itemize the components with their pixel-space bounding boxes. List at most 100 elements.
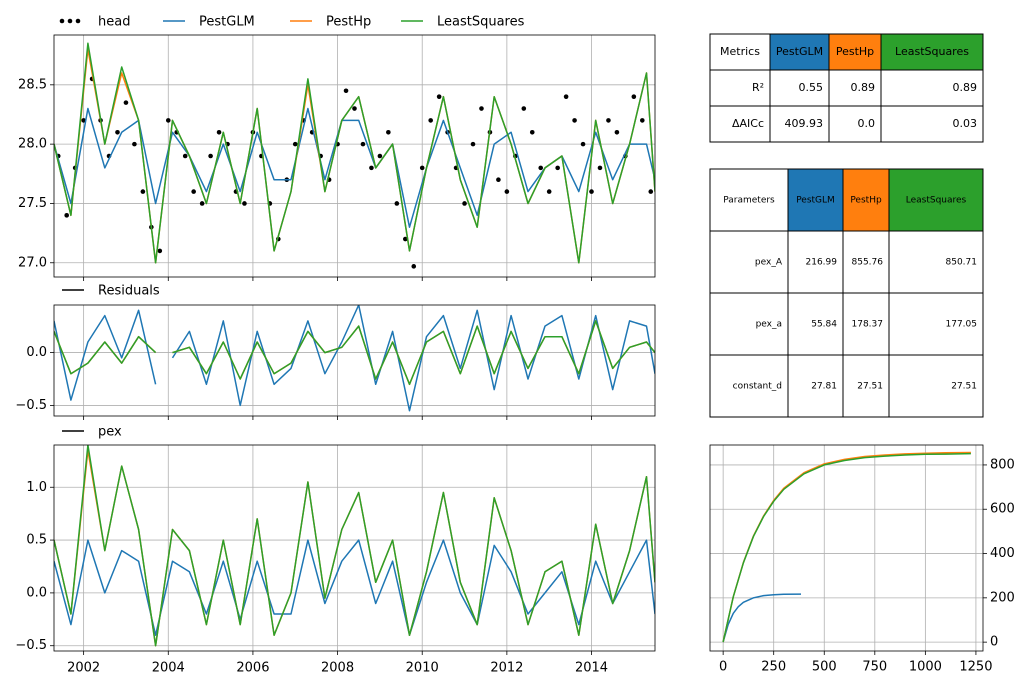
data-point-head [563,94,569,99]
table-value-cell: 850.71 [946,258,978,268]
data-point-head [377,153,383,159]
series-group-pex [54,445,655,647]
table-cell [709,168,789,232]
legend-label-residuals: Residuals [98,284,160,299]
table-header-cell: LeastSquares [895,45,969,58]
x-tick-label: 250 [761,660,786,675]
y-tick-label: 200 [990,590,1015,605]
y-tick-label: 0 [990,635,998,650]
series-line-leastsquares [54,42,655,264]
x-tick-label: 2002 [67,661,100,676]
data-point-head [470,141,476,147]
table-cell [828,105,882,143]
y-tick-label: 1.0 [26,480,47,495]
table-value-cell: 0.0 [858,117,876,130]
legend-label: head [98,15,130,30]
table-value-cell: 27.51 [857,382,883,392]
axes-frame-residuals [53,304,656,417]
data-point-head [496,177,501,183]
data-point-head [529,129,535,135]
y-tick-label: 400 [990,546,1015,561]
x-tick-label: 2012 [490,661,523,676]
table-value-cell: pex_A [755,258,783,268]
data-point-head [208,153,213,159]
x-tick-label: 500 [812,660,837,675]
y-tick-label: 28.5 [18,77,47,92]
legend-marker-head [75,18,81,24]
y-tick-label: −0.5 [15,398,47,413]
x-tick-label: 2014 [575,661,608,676]
table-value-cell: constant_d [733,382,782,392]
data-point-head [292,141,298,147]
legend-label: PestGLM [199,15,255,30]
table-value-cell: 0.89 [851,81,876,94]
table-header-cell: PestHp [850,196,882,206]
data-point-head [81,118,86,123]
table-value-cell: 27.51 [951,382,977,392]
table-value-cell: 178.37 [852,320,884,330]
data-point-head [597,165,603,171]
data-point-head [428,118,433,123]
table-cell [880,105,984,143]
data-point-head [182,153,188,159]
series-line-leastsquares [722,452,971,643]
table-header-cell: Parameters [723,196,775,206]
table-value-cell: ΔAICc [732,117,764,130]
table-header-cell: LeastSquares [906,196,967,206]
data-point-head [419,165,425,171]
x-tick-label: 2010 [406,661,439,676]
x-tick-label: 2004 [152,661,185,676]
series-group-head [54,42,655,269]
data-point-head [436,94,442,99]
table-cell [828,33,882,71]
series-group-step_response [722,451,971,643]
data-point-head [546,189,552,194]
data-point-head [157,248,163,254]
table-value-cell: 27.81 [811,382,837,392]
data-point-head [343,88,349,94]
series-line-pestglm [722,593,802,643]
table-header-cell: PestHp [836,45,874,58]
data-point-head [115,129,120,135]
data-point-head [555,165,560,171]
table-cell [769,69,830,107]
data-point-head [411,264,417,269]
x-tick-label: 750 [862,660,887,675]
table-cell [888,354,984,418]
data-point-head [394,201,400,206]
table-value-cell: 0.55 [799,81,824,94]
data-point-head [64,213,69,218]
table-cell [787,230,844,294]
x-tick-label: 1000 [909,660,942,675]
data-point-head [479,106,484,111]
data-point-head [589,189,594,194]
data-point-head [352,106,357,111]
x-tick-label: 0 [719,660,727,675]
table-value-cell: 409.93 [785,117,824,130]
legend-marker-head [59,18,65,24]
table-value-cell: 0.03 [953,117,978,130]
table-cell [880,33,984,71]
data-point-head [199,201,205,206]
data-point-head [462,201,467,206]
table-value-cell: pex_a [756,320,782,330]
data-point-head [640,118,645,123]
table-cell [709,230,789,294]
data-point-head [191,189,196,194]
legend-label: PestHp [326,15,371,30]
series-line-leastsquares [54,445,655,647]
table-cell [842,292,890,356]
table-cell [709,105,771,143]
data-point-head [538,165,544,171]
y-tick-label: −0.5 [15,638,47,653]
table-header-cell: Metrics [720,45,760,58]
legend-label-pex: pex [98,425,122,440]
legend-label: LeastSquares [437,15,525,30]
table-cell [888,230,984,294]
axes-frame-head [53,34,656,278]
data-point-head [165,118,171,123]
table-cell [787,292,844,356]
table-cell [769,105,830,143]
y-tick-label: 0.0 [26,345,47,360]
data-point-head [132,141,137,147]
